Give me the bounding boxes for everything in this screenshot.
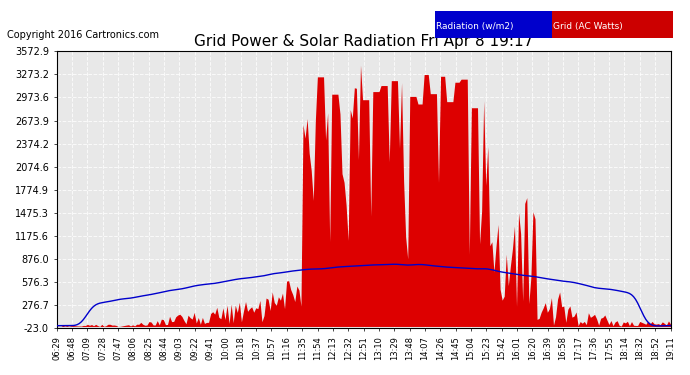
Text: Grid (AC Watts): Grid (AC Watts) <box>553 22 623 31</box>
Title: Grid Power & Solar Radiation Fri Apr 8 19:17: Grid Power & Solar Radiation Fri Apr 8 1… <box>194 34 533 49</box>
Text: Copyright 2016 Cartronics.com: Copyright 2016 Cartronics.com <box>7 30 159 39</box>
Text: Radiation (w/m2): Radiation (w/m2) <box>436 22 513 31</box>
